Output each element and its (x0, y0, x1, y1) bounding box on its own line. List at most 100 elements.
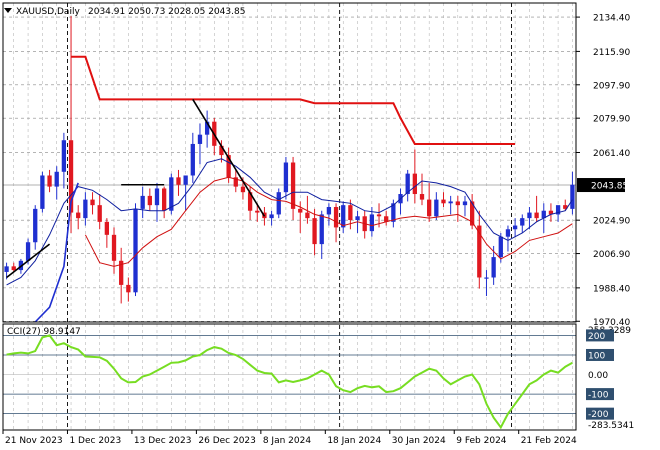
candle-body (419, 194, 425, 200)
candle-body (376, 214, 382, 217)
candle-body (298, 208, 303, 213)
candle-body (541, 210, 546, 219)
candle-body (76, 212, 81, 219)
candle-body (305, 212, 310, 219)
candle-body (290, 162, 296, 209)
candle-body (204, 121, 210, 135)
fast-ma-line (6, 158, 573, 286)
y-tick-label: 1988.40 (593, 284, 630, 294)
main-panel-frame (2, 2, 577, 323)
candle-body (190, 143, 195, 176)
cci-level-label: 0.00 (588, 371, 608, 381)
cci-level-tag (586, 388, 614, 401)
cci-level-label: 100 (588, 351, 605, 361)
y-tick-label: 2134.40 (593, 14, 630, 24)
candle-body (534, 212, 539, 219)
y-tick-label: 2006.90 (593, 250, 630, 260)
candle-body (469, 201, 475, 226)
candle-body (326, 207, 332, 215)
candle-body (140, 195, 145, 209)
cci-series (3, 334, 576, 430)
candle-body (119, 260, 124, 285)
candle-body (427, 199, 432, 217)
candle-body (33, 208, 38, 243)
chart-header: XAUUSD,Daily 2034.91 2050.73 2028.05 204… (4, 7, 245, 17)
candle-body (147, 195, 152, 206)
candle-body (61, 140, 67, 172)
candle-body (319, 214, 324, 245)
candle-body (520, 218, 525, 226)
candle-body (448, 201, 453, 204)
support-ma-line (34, 182, 79, 323)
candle-body (83, 199, 88, 219)
candle-body (25, 242, 31, 261)
current-price-tag (577, 178, 625, 193)
candle-body (462, 201, 468, 206)
candle-body (555, 205, 561, 215)
candle-body (412, 173, 417, 195)
x-tick-label: 9 Feb 2024 (456, 436, 507, 446)
candle-body (11, 266, 16, 271)
y-tick-label: 2097.90 (593, 81, 630, 91)
candle-body (527, 212, 532, 219)
chart-grid (3, 3, 576, 430)
candle-body (240, 186, 246, 193)
candle-body (333, 207, 339, 228)
dropdown-triangle-icon[interactable] (4, 8, 12, 13)
price-series (4, 15, 575, 323)
candle-body (498, 236, 503, 258)
candle-body (111, 234, 117, 261)
candle-body (283, 162, 289, 193)
y-tick-label: 2061.40 (593, 149, 630, 159)
candle-body (126, 284, 131, 293)
x-tick-label: 21 Feb 2024 (521, 436, 577, 446)
candle-body (312, 218, 317, 245)
candle-body (68, 140, 74, 213)
candle-body (477, 225, 482, 278)
cci-level-label: -100 (588, 391, 609, 401)
y-tick-label: 2079.90 (593, 115, 630, 125)
candle-body (47, 175, 52, 187)
x-tick-label: 30 Jan 2024 (392, 436, 446, 446)
candle-body (405, 173, 410, 195)
trend-line (192, 99, 266, 217)
candle-body (505, 229, 511, 237)
cci-label: CCI(27) 98.9147 (7, 327, 81, 337)
trend-line (6, 243, 51, 279)
candle-body (563, 205, 568, 209)
candle-body (176, 177, 181, 185)
x-tick-label: 1 Dec 2023 (69, 436, 121, 446)
cci-line (6, 334, 573, 430)
x-tick-label: 13 Dec 2023 (134, 436, 192, 446)
cci-min-label: -283.5341 (588, 421, 634, 431)
candle-body (276, 192, 281, 215)
y-tick-label: 2024.90 (593, 217, 630, 227)
y-tick-label: 2115.90 (593, 48, 630, 58)
candle-body (197, 134, 203, 144)
candle-body (348, 205, 353, 220)
candle-body (255, 210, 260, 213)
candle-body (169, 177, 174, 211)
candle-body (133, 208, 138, 293)
candle-body (269, 214, 274, 219)
cci-level-tag (586, 407, 614, 420)
x-tick-label: 26 Dec 2023 (198, 436, 256, 446)
cci-level-tag (586, 329, 614, 342)
cci-level-tag (586, 348, 614, 361)
candle-body (570, 184, 575, 209)
candle-body (90, 199, 95, 206)
candle-body (4, 266, 9, 272)
x-tick-label: 18 Jan 2024 (327, 436, 381, 446)
candle-body (162, 188, 167, 211)
candle-body (183, 175, 188, 185)
candle-body (226, 155, 231, 178)
candle-body (455, 201, 460, 206)
candle-body (369, 214, 375, 232)
y-tick-label: 1970.40 (593, 318, 630, 328)
candle-body (219, 145, 224, 156)
cci-level-label: 200 (588, 332, 605, 342)
candle-body (355, 216, 360, 220)
slow-ma-line (84, 176, 573, 267)
candle-body (341, 205, 346, 228)
